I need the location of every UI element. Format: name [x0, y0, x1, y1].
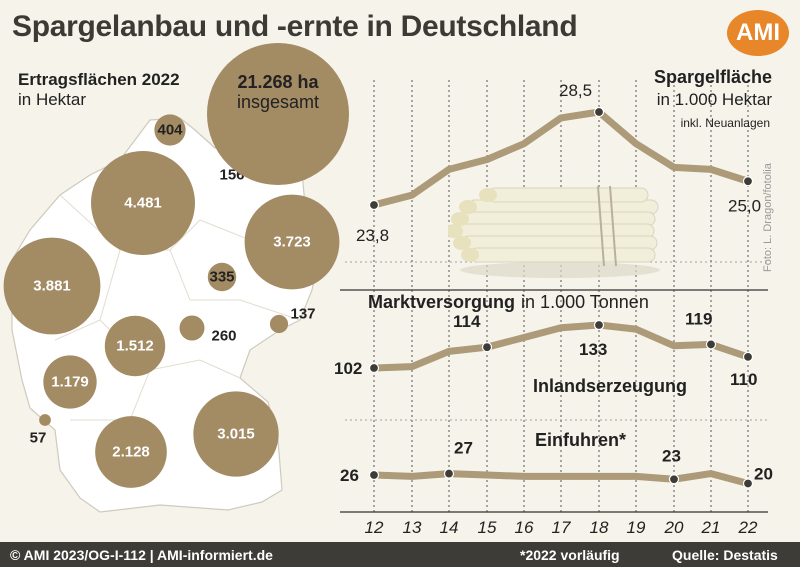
data-label: 23,8 [356, 226, 389, 245]
footer-copyright: © AMI 2023/OG-I-112 | AMI-informiert.de [10, 547, 273, 563]
map-bubble [193, 391, 279, 477]
chart-subtitle: in 1.000 Hektar [657, 90, 773, 109]
map-bubble [104, 315, 166, 377]
data-label: 26 [340, 466, 359, 485]
data-point [368, 199, 380, 211]
data-point [368, 469, 380, 481]
data-label: 119 [685, 309, 712, 328]
map-bubble [91, 151, 195, 255]
map-bubble-label: 4.481 [124, 194, 162, 212]
map-bubble-label: 404 [157, 121, 183, 139]
map-heading-unit: in Hektar [18, 90, 87, 109]
chart-title: Spargelfläche [654, 67, 772, 87]
x-tick-label: 13 [403, 518, 422, 537]
map-bubble-label: 335 [209, 268, 235, 286]
asparagus-photo-icon [448, 185, 660, 278]
footer: © AMI 2023/OG-I-112 | AMI-informiert.de … [0, 542, 800, 567]
series-imports-line [370, 470, 752, 487]
map-bubble-label: 2.128 [112, 443, 150, 461]
data-point [742, 351, 754, 363]
data-label: 133 [579, 340, 607, 359]
total-area-text: 21.268 ha insgesamt [207, 72, 349, 112]
map-bubble [244, 194, 340, 290]
data-label: 25,0 [728, 196, 761, 215]
map-bubble [95, 416, 167, 488]
line-charts: 12 13 14 15 16 17 18 19 20 21 22 23,8 28,5 25,0 Sparg… [334, 67, 773, 537]
ami-logo: AMI [727, 10, 789, 56]
map-bubble [207, 262, 237, 292]
map-bubble-label: 3.723 [273, 233, 311, 251]
data-point [593, 319, 605, 331]
total-area-bubble [207, 43, 349, 185]
series-domestic-line [370, 321, 752, 372]
map-bubble-label: 137 [290, 305, 316, 323]
map-bubble-label: 3.881 [33, 277, 71, 295]
x-tick-label: 15 [478, 518, 497, 537]
data-label: 23 [662, 446, 681, 465]
data-point [668, 474, 680, 485]
map-bubble [43, 355, 97, 409]
data-point [593, 106, 605, 118]
map-bubble-label: 260 [211, 327, 237, 345]
data-label: 20 [754, 465, 773, 484]
data-point [368, 362, 380, 374]
data-label: 110 [730, 370, 757, 389]
map-bubble-label: 1.512 [116, 337, 154, 355]
x-tick-label: 20 [664, 518, 684, 537]
photo-credit: Foto: L. Dragon/fotolia [762, 163, 774, 272]
x-tick-label: 12 [365, 518, 384, 537]
x-tick-label: 18 [590, 518, 609, 537]
series-label: Inlandserzeugung [533, 376, 687, 396]
x-tick-label: 21 [701, 518, 721, 537]
data-label: 28,5 [559, 81, 592, 100]
series-area-line [370, 108, 752, 209]
chart-note: inkl. Neuanlagen [681, 116, 770, 130]
footer-note: *2022 vorläufig [520, 547, 620, 563]
map-heading-title: Ertragsflächen 2022 [18, 70, 180, 89]
map-bubble [179, 315, 205, 341]
chart-title-2: Marktversorgung in 1.000 Tonnen [368, 292, 649, 312]
data-point [742, 176, 754, 187]
map-bubble-label: 3.015 [217, 425, 255, 443]
germany-map [3, 114, 340, 513]
map-bubble-label: 57 [29, 429, 47, 447]
series-label: Einfuhren* [535, 430, 626, 450]
x-tick-label: 17 [552, 518, 571, 537]
data-point [705, 339, 717, 350]
map-heading: Ertragsflächen 2022 in Hektar [18, 70, 180, 110]
data-point [742, 478, 754, 489]
total-area-label: insgesamt [236, 92, 320, 112]
data-label: 27 [454, 439, 473, 458]
data-label: 102 [334, 359, 362, 378]
data-label: 114 [453, 312, 481, 331]
map-bubble [3, 237, 101, 335]
data-point [481, 342, 493, 353]
x-tick-label: 19 [627, 518, 646, 537]
map-bubble [154, 114, 186, 146]
page-title: Spargelanbau und -ernte in Deutschland [12, 10, 578, 43]
x-tick-label: 16 [515, 518, 534, 537]
chart-title-2-unit: in 1.000 Tonnen [521, 292, 649, 312]
data-point [443, 468, 455, 479]
map-bubble [269, 314, 289, 334]
map-bubble [39, 414, 51, 426]
chart-title-2-bold: Marktversorgung [368, 292, 515, 312]
total-area-value: 21.268 ha [237, 72, 319, 92]
map-bubble-label: 1.179 [51, 373, 89, 391]
x-tick-label: 14 [440, 518, 459, 537]
x-tick-label: 22 [738, 518, 758, 537]
footer-source: Quelle: Destatis [672, 547, 778, 563]
